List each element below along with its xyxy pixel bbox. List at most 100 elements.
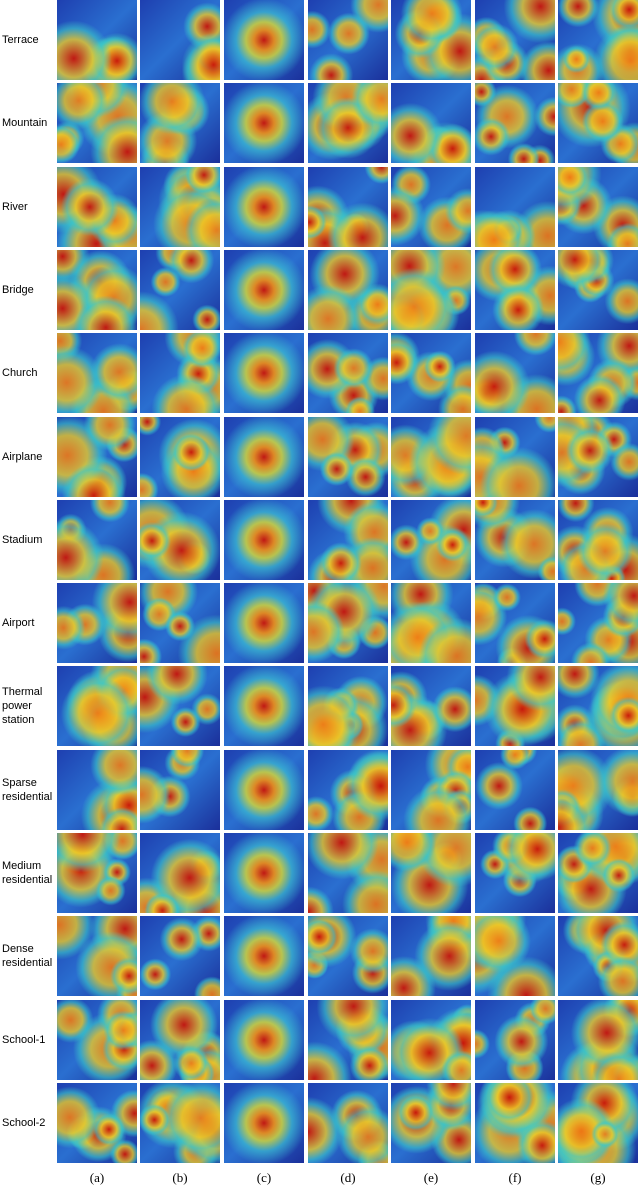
heatmap-cell xyxy=(57,333,137,413)
heatmap-cell xyxy=(558,167,638,247)
heatmap-cell xyxy=(308,1083,388,1163)
row-label: River xyxy=(2,201,28,213)
heatmap-cell xyxy=(57,583,137,663)
column-label: (c) xyxy=(256,1170,272,1185)
heatmap-cell xyxy=(140,500,220,580)
heatmap-cell xyxy=(140,666,220,746)
heatmap-cell xyxy=(391,250,471,330)
heatmap-cell xyxy=(224,417,304,497)
heatmap-cell xyxy=(558,83,638,163)
row-label: Thermal power station xyxy=(2,686,43,726)
heatmap-cell xyxy=(140,417,220,497)
heatmap-cell xyxy=(308,250,388,330)
heatmap-cell xyxy=(391,1083,471,1163)
column-label: (e) xyxy=(423,1170,439,1185)
heatmap-cell xyxy=(308,417,388,497)
heatmap-cell xyxy=(475,417,555,497)
column-label: (b) xyxy=(172,1170,188,1185)
heatmap-cell xyxy=(57,833,137,913)
heatmap-cell xyxy=(391,167,471,247)
heatmap-cell xyxy=(224,0,304,80)
heatmap-cell xyxy=(140,1000,220,1080)
heatmap-cell xyxy=(308,83,388,163)
heatmap-cell xyxy=(308,583,388,663)
heatmap-cell xyxy=(475,167,555,247)
heatmap-cell xyxy=(391,83,471,163)
heatmap-cell xyxy=(391,0,471,80)
heatmap-cell xyxy=(57,916,137,996)
heatmap-cell xyxy=(308,916,388,996)
heatmap-cell xyxy=(558,417,638,497)
heatmap-cell xyxy=(140,833,220,913)
heatmap-cell xyxy=(391,1000,471,1080)
heatmap-cell xyxy=(140,333,220,413)
heatmap-cell xyxy=(140,750,220,830)
column-label: (f) xyxy=(508,1170,522,1185)
heatmap-cell xyxy=(140,916,220,996)
heatmap-cell xyxy=(308,0,388,80)
heatmap-cell xyxy=(57,167,137,247)
heatmap-cell xyxy=(475,583,555,663)
heatmap-cell xyxy=(558,750,638,830)
heatmap-cell xyxy=(57,750,137,830)
heatmap-cell xyxy=(57,417,137,497)
heatmap-cell xyxy=(224,916,304,996)
heatmap-cell xyxy=(558,1083,638,1163)
heatmap-cell xyxy=(475,1000,555,1080)
heatmap-cell xyxy=(140,167,220,247)
heatmap-cell xyxy=(558,1000,638,1080)
heatmap-cell xyxy=(308,500,388,580)
heatmap-cell xyxy=(475,666,555,746)
heatmap-cell xyxy=(57,500,137,580)
row-label: Church xyxy=(2,367,38,379)
heatmap-cell xyxy=(391,417,471,497)
row-label: Stadium xyxy=(2,534,43,546)
heatmap-cell xyxy=(475,1083,555,1163)
heatmap-cell xyxy=(558,916,638,996)
heatmap-cell xyxy=(475,333,555,413)
heatmap-cell xyxy=(57,666,137,746)
heatmap-cell xyxy=(308,833,388,913)
heatmap-cell xyxy=(391,833,471,913)
heatmap-cell xyxy=(391,666,471,746)
heatmap-cell xyxy=(140,250,220,330)
heatmap-cell xyxy=(558,583,638,663)
heatmap-cell xyxy=(558,250,638,330)
heatmap-cell xyxy=(308,167,388,247)
row-label: Medium residential xyxy=(2,860,53,886)
heatmap-cell xyxy=(558,333,638,413)
heatmap-cell xyxy=(308,666,388,746)
heatmap-cell xyxy=(475,916,555,996)
heatmap-cell xyxy=(140,583,220,663)
row-label: Sparse residential xyxy=(2,777,53,803)
heatmap-cell xyxy=(391,916,471,996)
column-label: (d) xyxy=(340,1170,356,1185)
heatmap-cell xyxy=(57,0,137,80)
heatmap-cell xyxy=(391,583,471,663)
heatmap-cell xyxy=(475,833,555,913)
row-label: Terrace xyxy=(2,34,39,46)
heatmap-cell xyxy=(224,83,304,163)
heatmap-cell xyxy=(475,500,555,580)
heatmap-cell xyxy=(558,500,638,580)
heatmap-cell xyxy=(391,333,471,413)
heatmap-cell xyxy=(57,83,137,163)
heatmap-cell xyxy=(558,0,638,80)
heatmap-cell xyxy=(475,83,555,163)
heatmap-cell xyxy=(475,0,555,80)
heatmap-cell xyxy=(308,333,388,413)
heatmap-cell xyxy=(140,0,220,80)
heatmap-cell xyxy=(224,167,304,247)
heatmap-cell xyxy=(224,750,304,830)
row-label: Bridge xyxy=(2,284,34,296)
heatmap-cell xyxy=(224,500,304,580)
heatmap-cell xyxy=(224,1083,304,1163)
heatmap-cell xyxy=(391,750,471,830)
heatmap-cell xyxy=(224,833,304,913)
column-label: (a) xyxy=(89,1170,105,1185)
heatmap-cell xyxy=(558,666,638,746)
row-label: Dense residential xyxy=(2,943,53,969)
heatmap-cell xyxy=(224,1000,304,1080)
row-label: Mountain xyxy=(2,117,48,129)
